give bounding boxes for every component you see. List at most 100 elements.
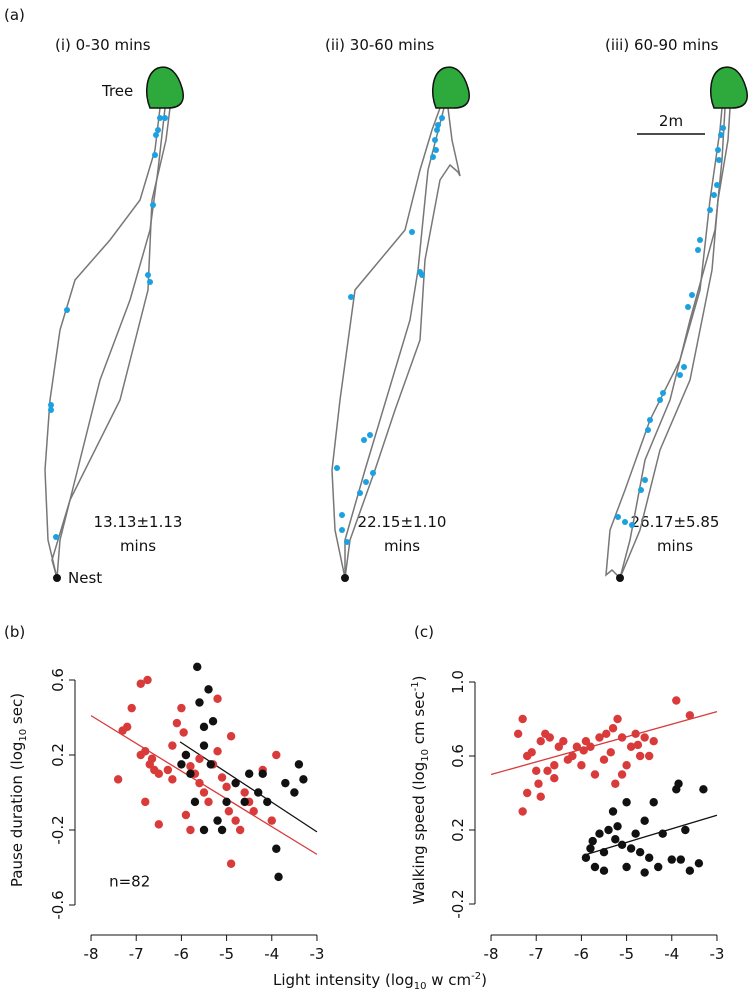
pause-dot <box>363 479 369 485</box>
point <box>622 862 631 872</box>
point <box>534 779 543 788</box>
point <box>240 788 249 797</box>
point <box>608 807 618 816</box>
point <box>217 773 227 782</box>
point <box>177 703 186 713</box>
point <box>588 836 597 846</box>
point <box>113 775 123 784</box>
point <box>631 729 640 738</box>
point <box>635 848 645 857</box>
point <box>654 862 663 872</box>
point <box>536 792 545 801</box>
point <box>602 729 611 738</box>
y-tick-label: -0.2 <box>449 889 467 918</box>
point <box>518 714 527 724</box>
pause-dot <box>153 132 159 138</box>
y-axis-label: Walking speed (log10 cm sec-1) <box>410 676 431 905</box>
point <box>699 785 708 794</box>
x-tick-label: -3 <box>309 945 324 963</box>
duration: 26.17±5.85 <box>631 513 720 531</box>
pause-dot <box>432 137 438 143</box>
pause-dot <box>430 154 436 160</box>
point <box>226 732 236 741</box>
point <box>272 844 281 853</box>
pause-dot <box>145 272 151 278</box>
point <box>543 766 552 775</box>
point <box>622 798 631 807</box>
point <box>213 694 222 703</box>
label-part: ) <box>481 971 487 989</box>
pause-dot <box>720 125 726 131</box>
point <box>177 760 186 769</box>
fit-line <box>584 814 718 856</box>
duration: 22.15±1.10 <box>358 513 447 531</box>
point <box>586 844 595 853</box>
pause-dot <box>642 477 648 483</box>
point <box>199 722 209 732</box>
tree <box>145 66 184 109</box>
pause-dot <box>152 152 158 158</box>
point <box>685 711 695 720</box>
point <box>581 737 591 746</box>
annotation: n=82 <box>109 872 150 890</box>
point <box>611 835 620 844</box>
point <box>599 755 609 764</box>
x-tick-label: -7 <box>129 945 144 963</box>
point <box>559 737 568 746</box>
point <box>195 754 204 763</box>
point <box>186 825 195 835</box>
tree <box>709 66 748 109</box>
point <box>676 855 686 864</box>
point <box>613 822 622 831</box>
panel-label: (b) <box>4 623 25 641</box>
pause-dot <box>419 272 425 278</box>
pause-dot <box>714 182 720 188</box>
pause-dot <box>647 417 653 423</box>
point <box>181 750 191 760</box>
point <box>204 797 213 807</box>
point <box>274 872 283 882</box>
panel-label: (c) <box>414 623 434 641</box>
pause-dot <box>339 527 345 533</box>
point <box>635 751 645 761</box>
point <box>631 829 640 838</box>
pause-dot <box>348 294 354 300</box>
point <box>272 750 281 760</box>
pause-dot <box>697 237 703 243</box>
x-tick-label: -6 <box>574 945 589 963</box>
x-tick-label: -4 <box>664 945 679 963</box>
pause-dot <box>707 207 713 213</box>
track <box>331 107 441 579</box>
x-tick-label: -5 <box>619 945 634 963</box>
point <box>694 859 704 868</box>
point <box>617 840 627 849</box>
point <box>195 778 204 788</box>
point <box>224 807 234 816</box>
point <box>608 724 618 733</box>
point <box>141 797 150 807</box>
point <box>685 866 695 875</box>
point <box>231 816 240 825</box>
pause-dot <box>689 292 695 298</box>
x-tick-label: -8 <box>84 945 99 963</box>
point <box>235 825 245 835</box>
point <box>168 741 177 750</box>
duration-unit: mins <box>120 537 156 555</box>
pause-dot <box>357 490 363 496</box>
pause-dot <box>434 127 440 133</box>
point <box>217 825 227 835</box>
pause-dot <box>370 470 376 476</box>
point <box>181 810 191 820</box>
fit-line <box>90 715 318 855</box>
pause-dot <box>150 202 156 208</box>
point <box>613 714 622 724</box>
point <box>290 788 299 797</box>
pause-dot <box>695 247 701 253</box>
y-axis-label: Pause duration (log10 sec) <box>8 693 29 887</box>
point <box>299 775 308 784</box>
point <box>595 829 604 838</box>
point <box>522 788 532 798</box>
point <box>513 729 523 738</box>
point <box>199 741 209 750</box>
point <box>545 733 554 742</box>
